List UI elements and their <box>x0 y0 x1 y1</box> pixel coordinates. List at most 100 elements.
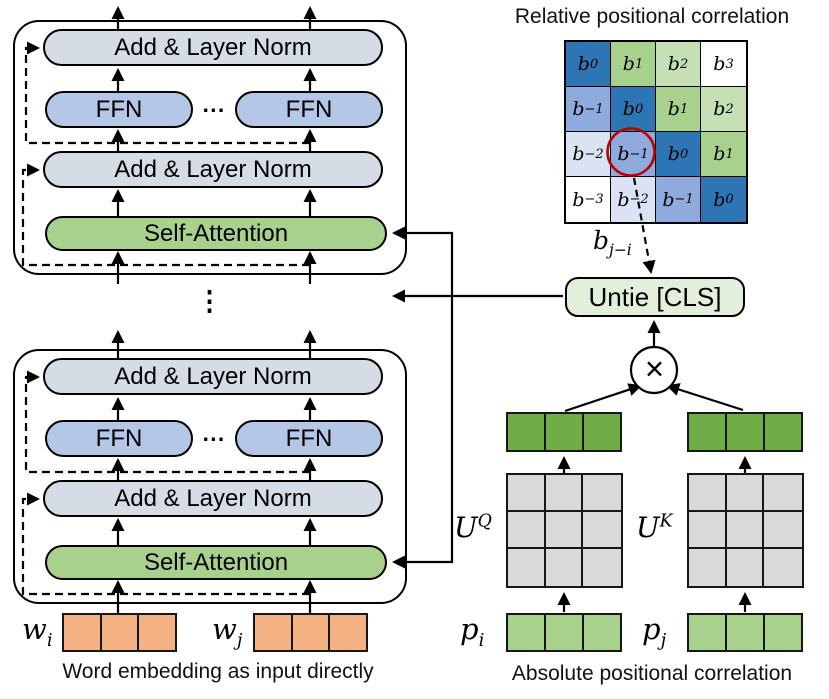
absolute-caption: Absolute positional correlation <box>511 662 793 685</box>
uk-label: UK <box>636 511 673 544</box>
matrix-cell <box>689 512 727 549</box>
matrix-cell <box>764 549 802 586</box>
matrix-cell: b −1 <box>566 87 611 132</box>
self-attention-label: Self-Attention <box>143 548 289 576</box>
vector-cell <box>139 615 176 650</box>
residual-dashed-ffn-lower <box>24 370 310 474</box>
ffn-ellipsis: ··· <box>202 97 226 123</box>
uk-matrix <box>687 473 804 588</box>
vector-cell <box>64 615 102 650</box>
matrix-cell <box>583 512 621 549</box>
self-attention-pill: Self-Attention <box>45 545 387 580</box>
vector-cell <box>101 615 140 650</box>
upper-block-arrows <box>21 6 317 284</box>
lower-block-arrows <box>21 330 317 613</box>
uq-matrix <box>506 473 623 588</box>
matrix-cell <box>545 512 584 549</box>
ffn-label: FFN <box>285 95 333 123</box>
wi-vector <box>62 613 177 652</box>
matrix-cell: b −2 <box>566 132 611 177</box>
uq-label: UQ <box>454 511 492 544</box>
add-layer-norm-label: Add & Layer Norm <box>114 155 312 183</box>
pj-vector <box>687 613 803 652</box>
matrix-cell <box>545 549 584 586</box>
relative-title: Relative positional correlation <box>514 5 790 28</box>
add-layer-norm-pill: Add & Layer Norm <box>43 358 383 395</box>
vector-cell <box>765 615 801 650</box>
vector-cell <box>546 615 584 650</box>
vector-cell <box>330 615 367 650</box>
ffn-pill-left: FFN <box>45 420 193 457</box>
matrix-cell: b −3 <box>566 177 611 222</box>
matrix-cell <box>583 475 621 512</box>
residual-dashed-ffn-upper <box>24 41 310 145</box>
matrix-cell <box>726 475 765 512</box>
matrix-cell <box>545 475 584 512</box>
matrix-cell: b −2 <box>611 177 656 222</box>
vector-cell <box>584 414 620 450</box>
residual-dashed-attn-upper <box>21 163 310 267</box>
ffn-pill-right: FFN <box>235 420 383 457</box>
matrix-cell <box>764 475 802 512</box>
matrix-cell: b −1 <box>656 177 701 222</box>
wi-label: wi <box>22 612 53 651</box>
positional-computation-arrows <box>557 320 752 612</box>
query-position-vector <box>506 412 622 452</box>
untie-cls-label: Untie [CLS] <box>588 281 722 312</box>
bji-label: bj−i <box>593 226 632 259</box>
add-layer-norm-pill: Add & Layer Norm <box>43 29 383 66</box>
vector-cell <box>689 615 727 650</box>
pj-label: pj <box>642 612 667 651</box>
matrix-cell <box>726 549 765 586</box>
ffn-ellipsis: ··· <box>202 426 226 452</box>
ffn-pill-right: FFN <box>235 91 383 128</box>
vector-cell <box>546 414 584 450</box>
matrix-cell <box>764 512 802 549</box>
add-layer-norm-label: Add & Layer Norm <box>114 484 312 512</box>
vector-cell <box>255 615 293 650</box>
add-layer-norm-label: Add & Layer Norm <box>114 33 312 61</box>
ffn-pill-left: FFN <box>45 91 193 128</box>
vector-cell <box>727 414 765 450</box>
layer-stack-ellipsis: ⋮ <box>196 286 223 316</box>
vector-cell <box>292 615 331 650</box>
vector-cell <box>584 615 620 650</box>
ffn-label: FFN <box>285 424 333 452</box>
pi-vector <box>506 613 622 652</box>
vector-cell <box>508 615 546 650</box>
pi-label: pi <box>460 612 485 651</box>
word-embedding-caption: Word embedding as input directly <box>62 660 374 683</box>
untie-cls-box: Untie [CLS] <box>565 277 745 317</box>
wj-vector <box>253 613 368 652</box>
matrix-cell <box>726 512 765 549</box>
matrix-cell <box>583 549 621 586</box>
self-attention-pill: Self-Attention <box>45 216 387 251</box>
residual-dashed-attn-lower <box>21 492 310 596</box>
multiply-icon: × <box>644 350 665 387</box>
add-layer-norm-label: Add & Layer Norm <box>114 362 312 390</box>
add-layer-norm-pill-2: Add & Layer Norm <box>43 151 383 188</box>
matrix-cell-circled: b −1 <box>611 132 656 177</box>
key-position-vector <box>687 412 803 452</box>
vector-cell <box>727 615 765 650</box>
untie-routing-connector <box>392 226 563 569</box>
self-attention-label: Self-Attention <box>143 219 289 247</box>
matrix-cell <box>508 549 546 586</box>
wj-label: wj <box>212 612 243 651</box>
matrix-cell <box>689 475 727 512</box>
vector-cell <box>689 414 727 450</box>
multiply-circle <box>629 345 679 395</box>
matrix-cell <box>508 512 546 549</box>
add-layer-norm-pill-2: Add & Layer Norm <box>43 480 383 517</box>
